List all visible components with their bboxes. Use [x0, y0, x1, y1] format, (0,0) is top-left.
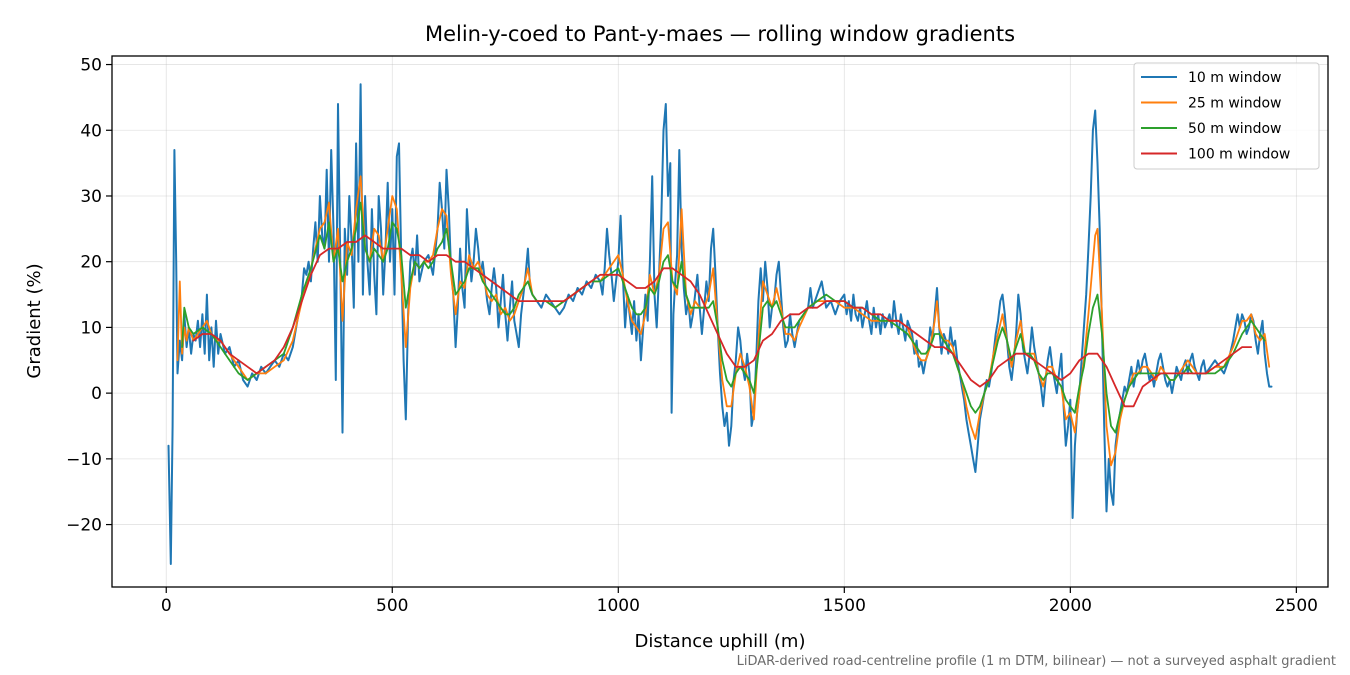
x-tick-label: 2000	[1049, 596, 1092, 616]
series-layer	[167, 83, 1273, 565]
y-tick-label: −20	[66, 516, 102, 536]
x-tick-label: 1000	[597, 596, 640, 616]
legend-label-3: 50 m window	[1188, 121, 1281, 137]
chart-title: Melin-y-coed to Pant-y-maes — rolling wi…	[425, 22, 1015, 46]
y-tick-label: 0	[91, 384, 102, 404]
x-axis-title: Distance uphill (m)	[635, 631, 806, 652]
legend: 10 m window 25 m window 50 m window 100 m w…	[1133, 62, 1320, 170]
y-tick-label: 30	[80, 187, 102, 207]
ticks: 0 500 1000 1500 2000 2500 −20 −10 0 10 20 30 40 50	[66, 56, 1318, 616]
x-tick-label: 1500	[823, 596, 866, 616]
y-tick-label: 40	[80, 121, 102, 141]
y-tick-label: 10	[80, 318, 102, 338]
legend-label-4: 100 m window	[1188, 147, 1290, 163]
y-tick-label: 50	[80, 56, 102, 76]
series-line-1	[167, 83, 1273, 565]
series-line-4	[192, 234, 1253, 408]
x-tick-label: 2500	[1275, 596, 1318, 616]
y-axis-title: Gradient (%)	[24, 263, 45, 378]
grid	[112, 56, 1328, 587]
legend-label-1: 10 m window	[1188, 70, 1281, 86]
legend-box	[1133, 62, 1320, 170]
y-tick-label: 20	[80, 253, 102, 273]
y-tick-label: −10	[66, 450, 102, 470]
x-tick-label: 500	[376, 596, 408, 616]
x-tick-label: 0	[161, 596, 172, 616]
caption: LiDAR-derived road-centreline profile (1…	[737, 654, 1336, 669]
legend-label-2: 25 m window	[1188, 96, 1281, 112]
series-line-3	[181, 201, 1266, 434]
plot-frame	[111, 55, 1329, 588]
